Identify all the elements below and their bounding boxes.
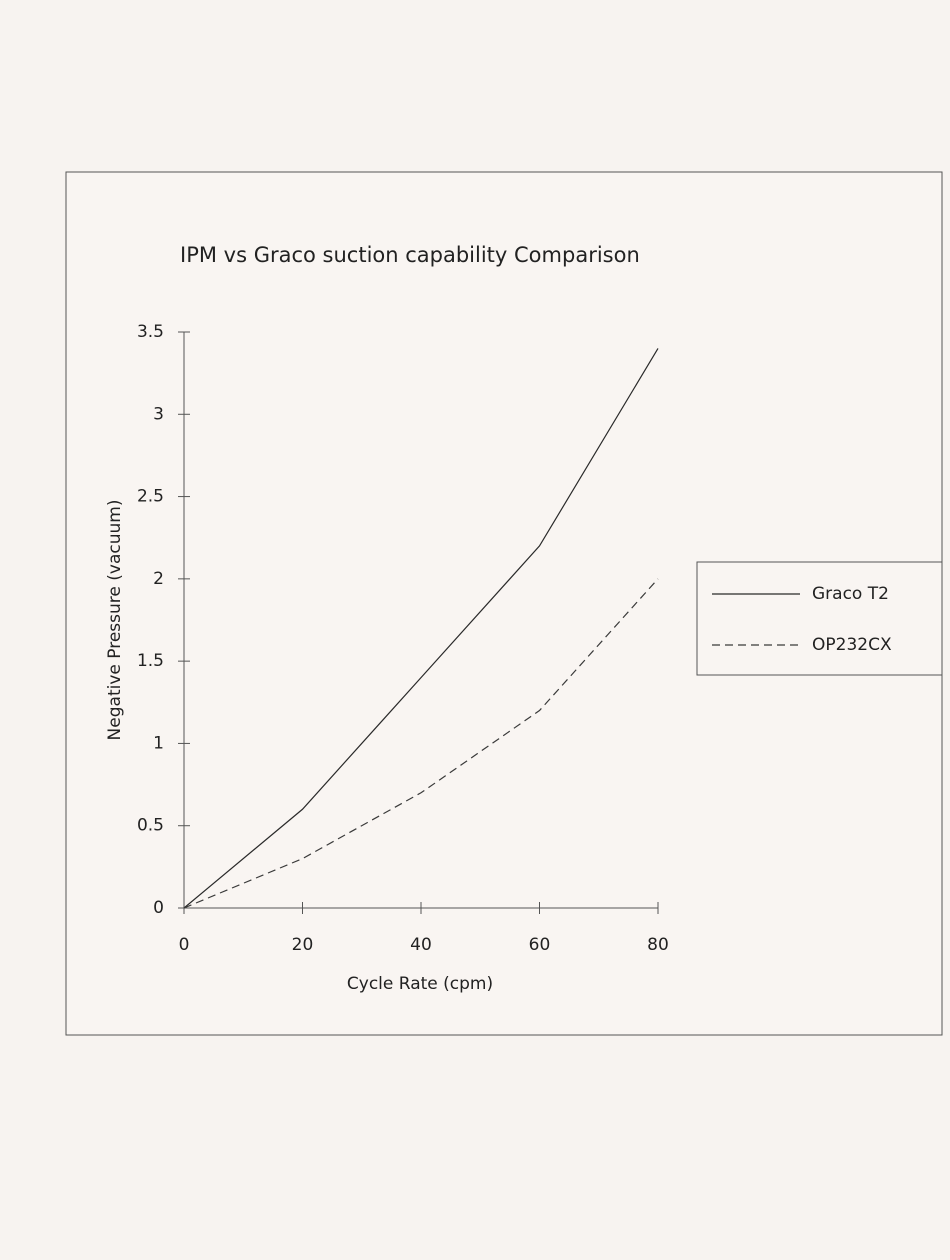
- legend-box: [696, 561, 943, 676]
- y-tick-label: 2.5: [137, 487, 164, 507]
- y-tick-label: 0.5: [137, 816, 164, 836]
- x-tick-label: 40: [410, 935, 432, 955]
- chart-title: IPM vs Graco suction capability Comparis…: [180, 243, 640, 267]
- x-tick-label: 20: [292, 935, 314, 955]
- y-tick-label: 1: [153, 733, 164, 753]
- legend-label: OP232CX: [812, 635, 892, 655]
- chart-frame: [65, 171, 943, 1036]
- x-tick-label: 0: [179, 935, 190, 955]
- y-axis-label: Negative Pressure (vacuum): [105, 500, 125, 741]
- y-tick-label: 1.5: [137, 651, 164, 671]
- legend-label: Graco T2: [812, 584, 889, 604]
- y-tick-label: 3.5: [137, 322, 164, 342]
- data-line: [183, 578, 659, 909]
- y-tick-label: 2: [153, 569, 164, 589]
- y-tick-label: 3: [153, 404, 164, 424]
- y-tick-label: 0: [153, 898, 164, 918]
- data-line: [183, 348, 659, 909]
- x-axis-label: Cycle Rate (cpm): [347, 974, 493, 994]
- x-tick-label: 60: [529, 935, 551, 955]
- x-tick-label: 80: [647, 935, 669, 955]
